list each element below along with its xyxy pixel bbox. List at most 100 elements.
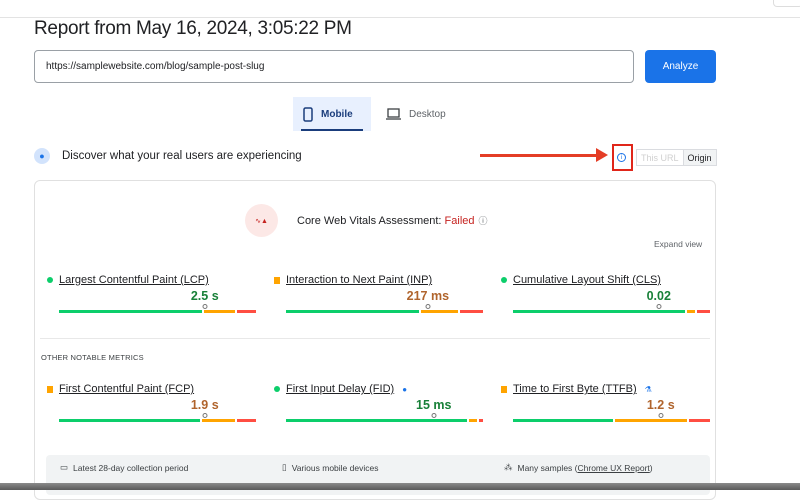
section-divider — [40, 338, 710, 339]
top-right-control[interactable] — [773, 0, 800, 7]
metric-2: Time to First Byte (TTFB) ⚗ 1.2 s — [501, 383, 710, 425]
assessment-title: Core Web Vitals Assessment: Failed ⓘ — [297, 214, 488, 227]
metric-link[interactable]: First Input Delay (FID) — [286, 383, 395, 395]
good-segment — [513, 310, 685, 313]
url-origin-toggle[interactable]: This URL Origin — [636, 149, 717, 166]
annotation-arrow — [480, 154, 598, 157]
distribution-bar — [513, 419, 710, 422]
poor-segment — [459, 310, 484, 313]
metric-value: 1.9 s — [190, 398, 219, 412]
metric-value: 15 ms — [416, 398, 452, 412]
good-segment — [59, 419, 200, 422]
origin-option[interactable]: Origin — [683, 150, 716, 165]
average-square-icon — [274, 276, 280, 284]
assessment-status: Failed — [444, 215, 475, 227]
expand-view-link[interactable]: Expand view — [654, 239, 703, 249]
average-square-icon — [501, 385, 507, 393]
metric-1: First Input Delay (FID) ● 15 ms — [274, 383, 483, 425]
help-icon[interactable]: ⓘ — [478, 216, 488, 226]
metric-link[interactable]: Cumulative Layout Shift (CLS) — [513, 274, 661, 286]
tab-label: Mobile — [321, 108, 353, 120]
metric-1: Interaction to Next Paint (INP) 217 ms — [274, 274, 484, 316]
p75-marker — [202, 304, 208, 309]
metric-link[interactable]: Interaction to Next Paint (INP) — [286, 274, 433, 286]
assessment-label: Core Web Vitals Assessment: — [297, 215, 445, 227]
needs-improvement-segment — [686, 310, 695, 313]
metric-value: 217 ms — [406, 289, 450, 303]
annotation-highlight-box — [612, 144, 633, 171]
good-dot-icon — [47, 277, 53, 283]
metric-label-row: Time to First Byte (TTFB) ⚗ — [501, 383, 710, 395]
good-dot-icon — [274, 386, 280, 392]
flask-icon[interactable]: ⚗ — [644, 384, 652, 394]
samples-icon: ⁂ — [504, 462, 513, 472]
info-icon[interactable]: ● — [402, 384, 408, 394]
devices-icon: ▯ — [282, 462, 287, 472]
url-input[interactable]: https://samplewebsite.com/blog/sample-po… — [34, 50, 634, 83]
poor-segment — [236, 419, 257, 422]
distribution-bar — [59, 419, 257, 422]
samples-text: Many samples ( — [517, 462, 578, 473]
average-square-icon — [47, 385, 53, 393]
distribution-bar — [59, 310, 256, 313]
needs-improvement-segment — [469, 419, 478, 422]
page-title: Report from May 16, 2024, 3:05:22 PM — [34, 18, 352, 39]
other-metrics-heading: OTHER NOTABLE METRICS — [41, 353, 144, 362]
needs-improvement-segment — [421, 310, 458, 313]
metric-link[interactable]: Largest Contentful Paint (LCP) — [59, 274, 209, 286]
p75-marker — [425, 304, 431, 309]
field-data-card — [34, 180, 716, 500]
laptop-icon — [386, 108, 401, 120]
poor-segment — [236, 310, 256, 313]
analyze-button[interactable]: Analyze — [645, 50, 716, 83]
distribution-bar — [286, 419, 483, 422]
distribution-bar — [286, 310, 484, 313]
tab-label: Desktop — [409, 108, 446, 120]
poor-segment — [688, 419, 710, 422]
samples-end: ) — [649, 462, 653, 473]
metric-link[interactable]: First Contentful Paint (FCP) — [59, 383, 195, 395]
p75-marker — [656, 304, 662, 309]
good-segment — [513, 419, 614, 422]
bottom-overlay-bar — [0, 483, 800, 490]
this-url-option[interactable]: This URL — [637, 150, 684, 165]
good-segment — [59, 310, 202, 313]
metric-0: Largest Contentful Paint (LCP) 2.5 s — [47, 274, 256, 316]
poor-segment — [479, 419, 483, 422]
annotation-arrowhead — [596, 148, 608, 162]
devices-text: Various mobile devices — [291, 462, 379, 473]
metric-link[interactable]: Time to First Byte (TTFB) — [513, 383, 637, 395]
period-item: ▭ Latest 28-day collection period — [60, 462, 188, 473]
metric-value: 1.2 s — [646, 398, 675, 412]
needs-improvement-segment — [201, 419, 235, 422]
needs-improvement-segment — [615, 419, 687, 422]
field-data-heading: Discover what your real users are experi… — [62, 150, 302, 162]
chrome-ux-report-link[interactable]: Chrome UX Report — [577, 462, 650, 473]
calendar-icon: ▭ — [60, 462, 69, 472]
samples-item: ⁂ Many samples (Chrome UX Report) — [504, 462, 653, 473]
p75-marker — [431, 413, 437, 418]
good-dot-icon — [501, 277, 507, 283]
poor-segment — [696, 310, 710, 313]
devices-item: ▯ Various mobile devices — [282, 462, 378, 473]
tab-desktop[interactable]: Desktop — [376, 97, 456, 131]
metric-label-row: First Contentful Paint (FCP) — [47, 383, 256, 395]
needs-improvement-segment — [203, 310, 235, 313]
top-divider — [0, 17, 800, 18]
metric-label-row: Interaction to Next Paint (INP) — [274, 274, 483, 286]
field-data-header: ● Discover what your real users are expe… — [34, 148, 302, 164]
tab-mobile[interactable]: Mobile — [293, 97, 371, 131]
users-icon: ● — [34, 148, 50, 164]
metric-2: Cumulative Layout Shift (CLS) 0.02 — [501, 274, 710, 316]
good-segment — [286, 310, 420, 313]
distribution-bar — [513, 310, 710, 313]
good-segment — [286, 419, 468, 422]
period-text: Latest 28-day collection period — [73, 462, 189, 473]
info-icon[interactable]: i — [617, 153, 626, 162]
metric-value: 0.02 — [646, 289, 671, 303]
p75-marker — [202, 413, 208, 418]
metric-label-row: First Input Delay (FID) ● — [274, 383, 483, 395]
metric-label-row: Cumulative Layout Shift (CLS) — [501, 274, 710, 286]
metric-0: First Contentful Paint (FCP) 1.9 s — [47, 383, 257, 425]
pulse-icon: ∿▲ — [245, 204, 278, 237]
